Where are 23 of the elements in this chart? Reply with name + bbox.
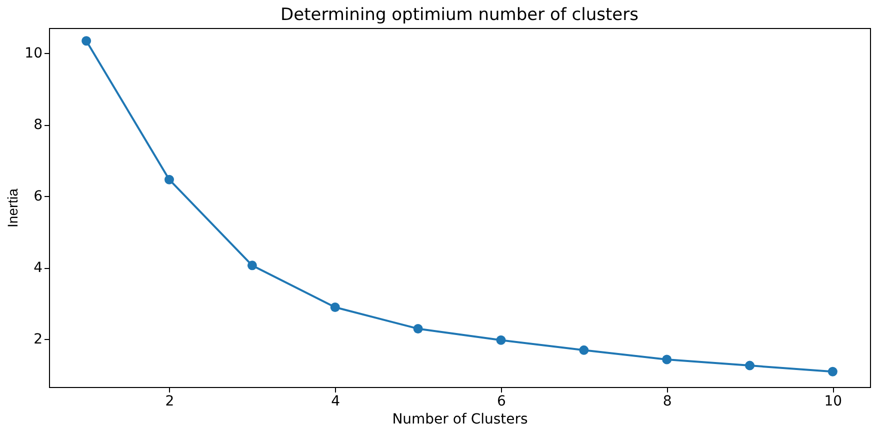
point: [579, 345, 589, 355]
point: [164, 174, 174, 184]
x-tick-label: 6: [497, 394, 506, 410]
y-axis-title: Inertia: [4, 188, 21, 228]
point: [82, 36, 92, 46]
y-tick-label: 10: [24, 46, 42, 62]
point: [745, 360, 754, 370]
x-tick-label: 2: [165, 394, 174, 410]
x-tick-label: 8: [662, 394, 672, 410]
x-tick-label: 10: [824, 394, 842, 410]
y-tick-label: 8: [34, 117, 42, 134]
chart-title: Determining optimium number of clusters: [280, 5, 639, 25]
y-tick-label: 6: [34, 188, 43, 205]
point: [662, 354, 672, 364]
x-axis-title: Number of Clusters: [392, 412, 528, 428]
point: [330, 302, 340, 312]
point: [828, 366, 838, 376]
y-tick-label: 4: [34, 260, 43, 276]
x-tick-label: 4: [331, 394, 340, 410]
point: [413, 324, 423, 334]
point: [247, 260, 257, 270]
point: [496, 335, 506, 345]
y-tick-label: 2: [34, 332, 42, 348]
